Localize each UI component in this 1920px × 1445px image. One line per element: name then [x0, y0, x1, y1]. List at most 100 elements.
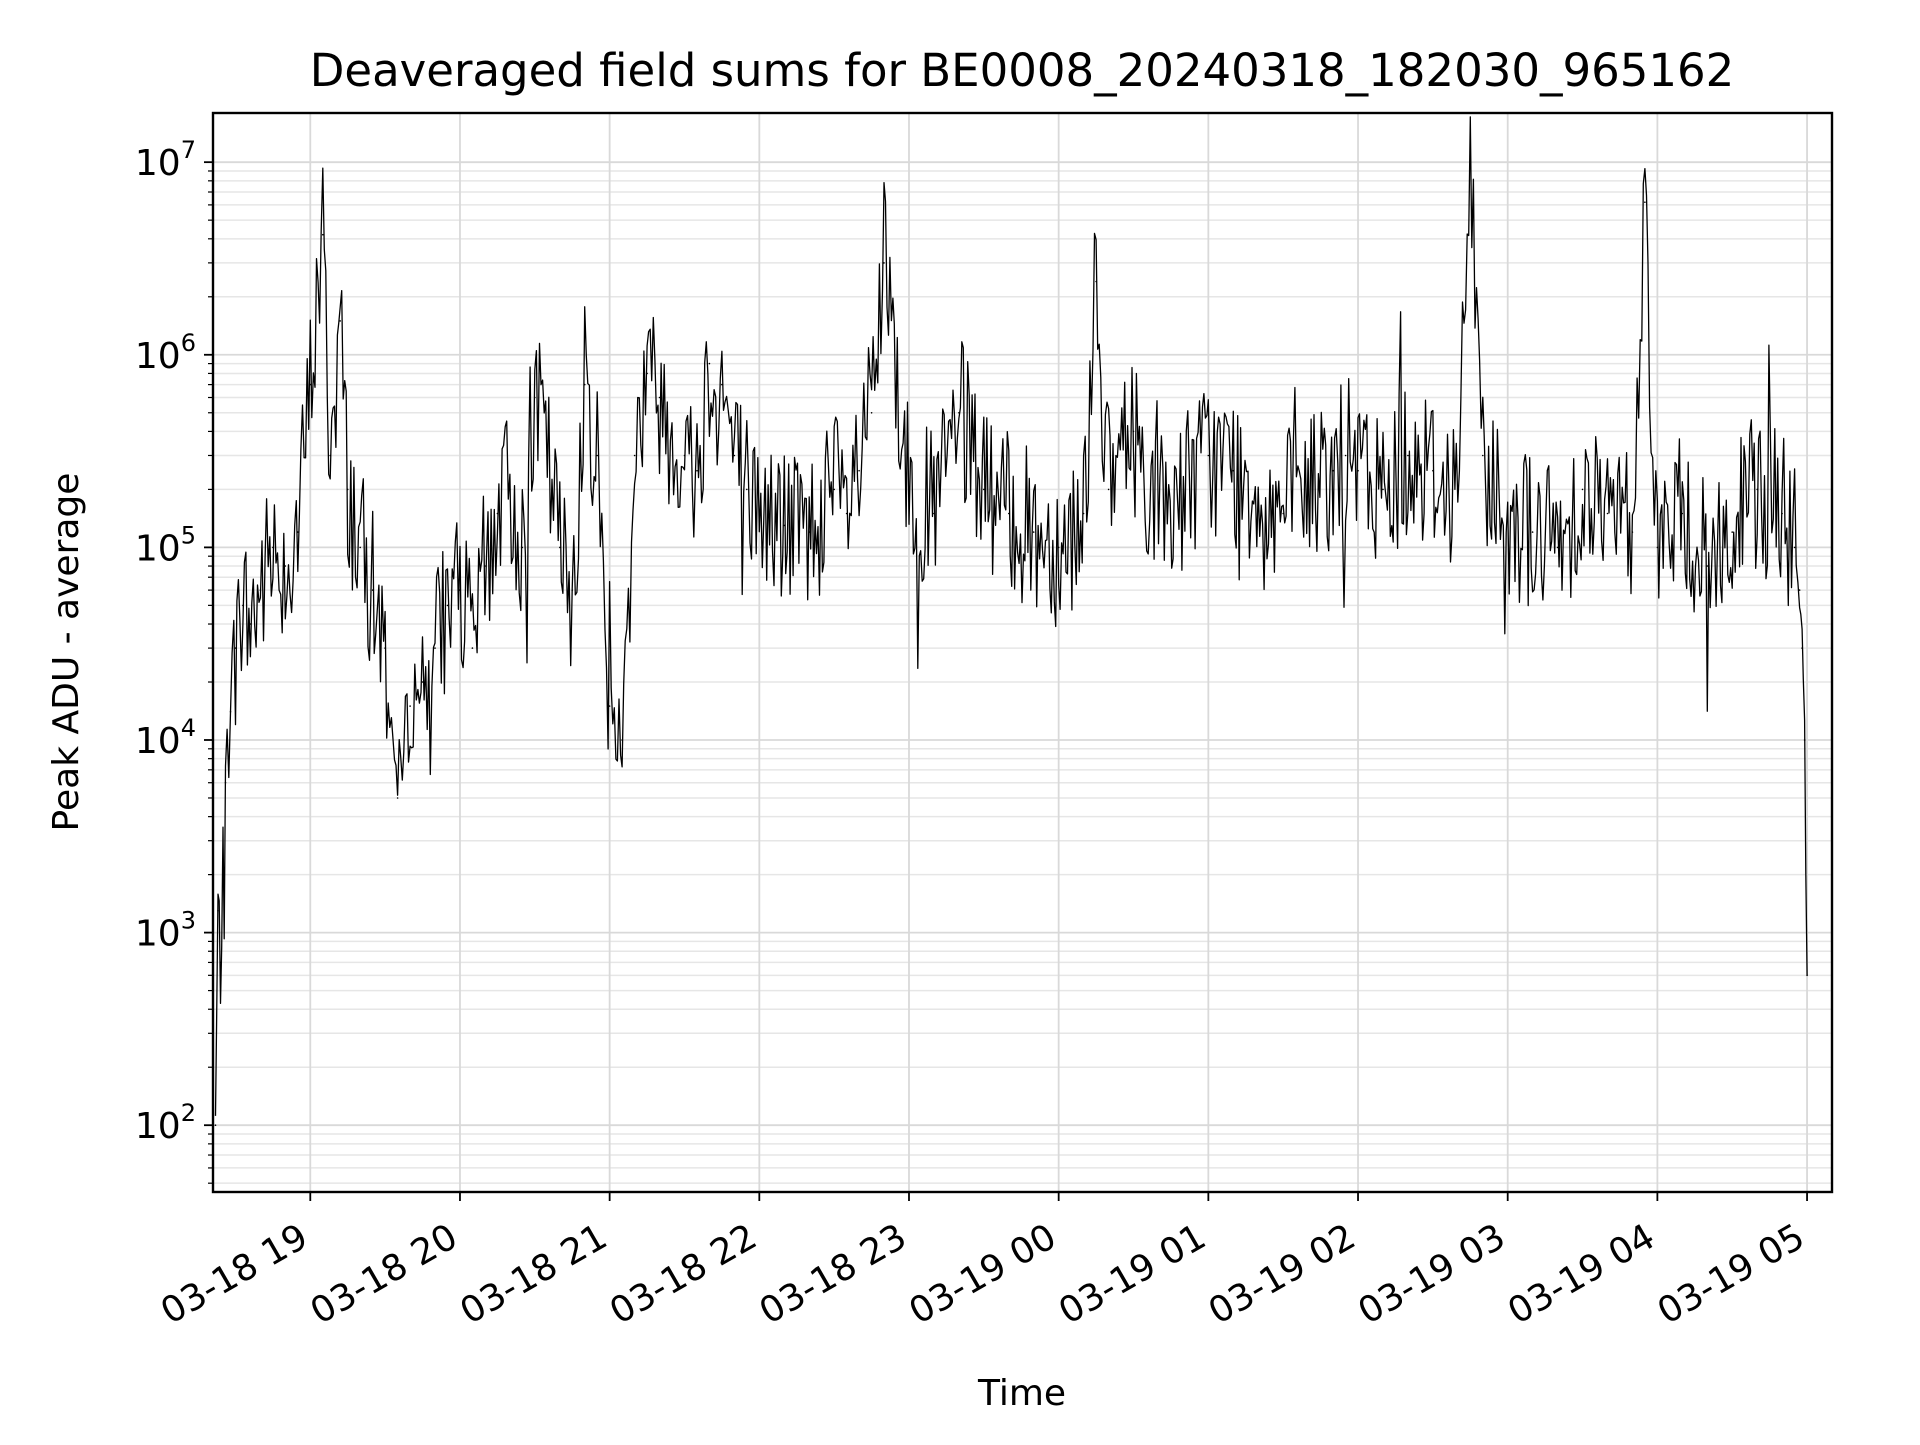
chart-title: Deaveraged field sums for BE0008_2024031… — [310, 44, 1735, 97]
y-tick-label: 105 — [135, 521, 196, 569]
y-tick-exponent: 5 — [181, 521, 196, 549]
data-point — [646, 372, 648, 375]
data-point — [696, 469, 698, 472]
y-tick-exponent: 4 — [181, 714, 196, 742]
y-tick-base: 10 — [135, 1106, 181, 1147]
data-point — [808, 531, 810, 533]
data-point — [621, 739, 623, 741]
data-point — [683, 454, 686, 457]
y-tick-label: 107 — [135, 136, 196, 184]
data-point — [1332, 469, 1334, 472]
data-point — [496, 512, 499, 515]
data-point — [217, 909, 219, 912]
data-point — [1556, 546, 1559, 549]
y-tick-exponent: 3 — [181, 907, 196, 935]
data-point — [1457, 488, 1459, 491]
data-point — [546, 454, 549, 457]
data-point — [559, 546, 561, 549]
y-tick-base: 10 — [135, 914, 181, 955]
data-point — [484, 565, 486, 567]
data-point — [1107, 488, 1110, 491]
data-point — [1798, 589, 1801, 591]
data-point — [1157, 512, 1160, 515]
data-point — [339, 320, 342, 322]
data-point — [534, 396, 536, 399]
data-point — [883, 262, 885, 264]
data-point — [583, 383, 586, 386]
data-point — [521, 546, 524, 549]
data-point — [1806, 974, 1808, 977]
data-point — [845, 512, 848, 515]
data-point — [309, 383, 312, 386]
data-point — [1482, 454, 1484, 457]
data-point — [396, 797, 399, 799]
data-point — [329, 454, 332, 457]
data-point — [1182, 488, 1185, 491]
y-tick-label: 103 — [135, 907, 196, 955]
data-point — [322, 233, 324, 236]
data-point — [658, 396, 661, 399]
data-point — [222, 873, 224, 876]
data-point — [1132, 430, 1135, 433]
data-point — [384, 647, 386, 649]
y-axis-label: Peak ADU - average — [46, 473, 87, 832]
data-point — [346, 488, 349, 491]
data-point — [1095, 280, 1097, 283]
plot-frame — [211, 111, 1834, 1194]
x-axis-label: Time — [977, 1373, 1066, 1414]
y-tick-label: 104 — [135, 714, 196, 762]
data-point — [1631, 531, 1634, 533]
data-point — [214, 1124, 217, 1126]
data-point — [1644, 201, 1646, 203]
data-point — [229, 711, 232, 713]
data-point — [833, 488, 835, 491]
data-point — [1793, 546, 1796, 549]
data-point — [1032, 531, 1035, 533]
data-point — [721, 383, 723, 386]
data-point — [783, 524, 786, 527]
y-tick-base: 10 — [135, 721, 181, 762]
data-point — [1756, 488, 1758, 491]
data-point — [1731, 531, 1733, 533]
data-point — [870, 412, 873, 414]
data-point — [1656, 546, 1659, 549]
data-point — [471, 647, 474, 649]
data-point — [708, 362, 711, 365]
y-tick-label: 106 — [135, 329, 196, 377]
data-point — [1344, 454, 1347, 457]
data-point — [1082, 512, 1085, 515]
y-tick-base: 10 — [135, 143, 181, 184]
data-point — [1357, 469, 1359, 472]
data-point — [359, 546, 362, 549]
data-point — [1681, 512, 1684, 515]
data-point — [446, 604, 449, 607]
data-point — [1282, 512, 1284, 515]
data-point — [983, 488, 985, 491]
data-point — [421, 681, 424, 683]
data-point — [933, 512, 935, 515]
data-point — [908, 488, 910, 491]
data-point — [434, 647, 436, 649]
data-point — [409, 705, 411, 707]
y-tick-label: 102 — [135, 1099, 196, 1147]
data-point — [1606, 512, 1609, 515]
data-point — [272, 546, 274, 549]
y-tick-exponent: 7 — [181, 136, 196, 164]
data-point — [234, 647, 237, 649]
data-point — [371, 589, 374, 591]
data-point — [1469, 161, 1472, 163]
data-point — [1506, 512, 1509, 515]
data-point — [1407, 454, 1409, 457]
data-point — [284, 565, 287, 567]
data-point — [1706, 565, 1709, 567]
data-point — [1057, 546, 1060, 549]
data-point — [596, 454, 598, 457]
data-point — [1232, 469, 1235, 472]
data-point — [758, 512, 761, 515]
data-point — [608, 705, 611, 707]
data-point — [224, 781, 227, 784]
data-point — [1382, 488, 1384, 491]
